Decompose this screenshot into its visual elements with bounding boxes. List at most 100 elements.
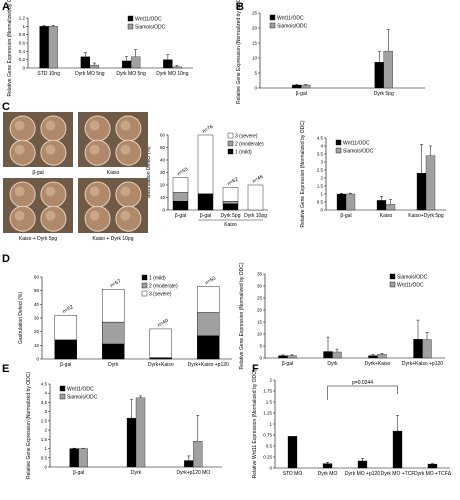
legend-swatch: [141, 290, 148, 297]
legend-label: 3 (severe): [149, 292, 172, 298]
legend-swatch: [269, 14, 276, 21]
y-tick-label: 1.75: [263, 389, 272, 394]
embryo-highlight: [14, 144, 25, 155]
y-tick-label: 0: [269, 466, 272, 471]
y-tick-label: 0.8: [19, 32, 26, 37]
y-tick-label: 15: [252, 41, 258, 46]
bar: [416, 173, 427, 211]
y-tick-label: 0: [320, 208, 323, 213]
embryo-highlight: [120, 186, 131, 197]
stack-segment: [197, 286, 220, 313]
stack-segment: [102, 289, 125, 323]
panel-letter: C: [2, 101, 10, 113]
stack-segment: [197, 312, 220, 336]
panel-letter: A: [2, 1, 10, 13]
y-tick-label: 4.5: [41, 382, 48, 387]
photo-caption: β-gal: [32, 170, 43, 176]
y-tick-label: 0.75: [263, 433, 272, 438]
category-label: Dyrk: [327, 361, 338, 367]
n-label: n=50: [204, 275, 217, 286]
legend-swatch: [141, 282, 148, 289]
y-tick-label: 20: [257, 308, 263, 313]
y-tick-label: 60: [160, 133, 166, 138]
category-label: Dyrk+p120 MO: [176, 470, 210, 476]
y-tick-label: 3.5: [41, 400, 48, 405]
bar: [292, 84, 302, 89]
bar: [126, 417, 137, 468]
bar: [376, 200, 387, 211]
legend-swatch: [59, 385, 66, 392]
embryo-highlight: [45, 144, 56, 155]
y-tick-label: 10: [257, 332, 263, 337]
n-label: n=76: [202, 124, 215, 135]
y-tick-label: 0.5: [266, 444, 273, 449]
bar: [172, 66, 182, 69]
bar: [78, 448, 88, 468]
y-tick-label: 1.5: [317, 184, 324, 189]
bar: [425, 155, 436, 211]
group-label: Kaiso: [224, 222, 237, 228]
bar: [278, 355, 288, 359]
category-label: β-gal: [73, 470, 84, 476]
legend-swatch: [227, 140, 234, 147]
legend-label: 2 (moderate): [149, 284, 178, 290]
category-label: β-gal: [282, 361, 293, 367]
y-tick-label: 50: [34, 288, 40, 293]
category-label: Dyrk: [131, 470, 142, 476]
category-label: Dyrk MO +TCF: [381, 471, 415, 477]
embryo-highlight: [45, 120, 56, 131]
embryo-highlight: [14, 186, 25, 197]
significance-bracket: [327, 385, 398, 400]
category-label: Dyrk+Kaiso: [365, 361, 391, 367]
panel-letter: D: [2, 253, 10, 265]
bar: [385, 204, 396, 211]
bar: [345, 193, 356, 211]
y-axis-label: Relative Gene Expression (Normalized by …: [236, 0, 242, 104]
bar: [89, 64, 100, 69]
stack-segment: [172, 201, 189, 211]
y-tick-label: 2.5: [41, 418, 48, 423]
legend-label: Siamois/ODC: [277, 24, 308, 30]
y-tick-label: 0: [162, 208, 165, 213]
embryo-highlight: [89, 186, 100, 197]
bar: [383, 50, 393, 89]
legend-swatch: [335, 147, 342, 154]
category-label: Dyrk MO +TCFΔ: [414, 471, 452, 477]
y-tick-label: 20: [252, 26, 258, 31]
y-axis-label: Gastrulation Defect (%): [146, 146, 152, 198]
y-tick-label: 35: [257, 272, 263, 277]
category-label: Dyrk+Kaiso +p120: [402, 361, 443, 367]
stack-segment: [149, 357, 172, 360]
bar: [80, 56, 91, 69]
y-tick-label: 40: [160, 158, 166, 163]
y-tick-label: 0.5: [317, 200, 324, 205]
legend-swatch: [59, 393, 66, 400]
y-tick-label: 0: [254, 86, 257, 91]
y-tick-label: 20: [160, 183, 166, 188]
legend-label: 2 (moderate): [235, 142, 264, 148]
legend-label: 3 (severe): [235, 134, 258, 140]
y-tick-label: 0.6: [19, 41, 26, 46]
legend-label: Wnt11/ODC: [135, 17, 162, 23]
y-axis-label: Relative Gene Expression (Normalized by …: [300, 120, 306, 227]
category-label: Dyrk MO 5ng: [75, 71, 105, 77]
category-label: Dyrk 5pg: [374, 91, 394, 97]
bar: [301, 84, 311, 89]
y-tick-label: 25: [252, 11, 258, 16]
y-tick-label: 3: [44, 409, 47, 414]
stack-segment: [197, 134, 214, 194]
photo-caption: Kaiso + Dyrk 5pg: [19, 236, 57, 242]
n-label: n=62: [227, 176, 240, 187]
category-label: β-gal: [175, 213, 186, 219]
y-tick-label: 1: [269, 422, 272, 427]
legend-label: Siamois/ODC: [67, 395, 98, 401]
embryo-highlight: [89, 144, 100, 155]
y-tick-label: 2: [44, 428, 47, 433]
embryo-highlight: [14, 120, 25, 131]
embryo-highlight: [45, 210, 56, 221]
y-tick-label: 30: [34, 316, 40, 321]
category-label: β-gal: [340, 213, 351, 219]
legend-label: Wnt11/ODC: [397, 283, 424, 289]
legend-label: Wnt11/ODC: [277, 16, 304, 22]
n-label: n=57: [109, 278, 122, 289]
